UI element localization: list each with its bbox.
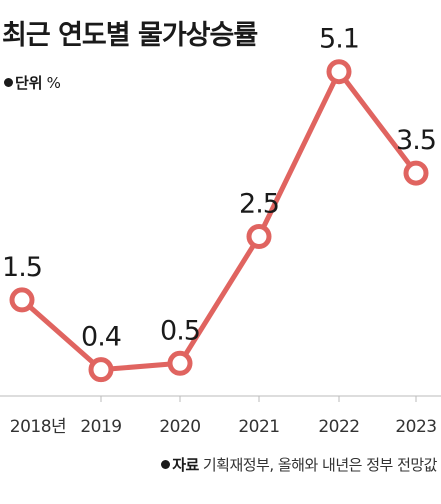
data-point [9, 287, 35, 313]
source-text: 기획재정부, 올해와 내년은 정부 전망값 [202, 456, 438, 474]
x-tick-labels: 2018년 2019 2020 2021 2022 2023 [10, 417, 437, 437]
value-labels: 1.5 0.4 0.5 2.5 5.1 3.5 [2, 24, 437, 353]
data-point [326, 59, 352, 85]
data-label: 5.1 [319, 24, 359, 55]
data-point [246, 224, 272, 250]
data-label: 3.5 [396, 125, 436, 156]
series-line [19, 69, 419, 373]
x-tick-label: 2023 [395, 417, 436, 437]
data-label: 2.5 [239, 189, 279, 220]
data-point [167, 350, 193, 376]
chart-title: 최근 연도별 물가상승률 [2, 20, 258, 51]
x-tick-label: 2018년 [10, 417, 66, 437]
source-note: 자료 기획재정부, 올해와 내년은 정부 전망값 [161, 456, 438, 474]
data-label: 0.4 [81, 322, 121, 353]
x-ticks [100, 396, 417, 402]
x-tick-label: 2021 [238, 417, 279, 437]
bullet-icon [4, 78, 13, 87]
data-label: 1.5 [2, 252, 42, 283]
unit-symbol: % [46, 74, 61, 92]
x-tick-label: 2019 [80, 417, 121, 437]
x-tick-label: 2020 [159, 417, 200, 437]
data-markers [9, 59, 429, 383]
data-point [403, 160, 429, 186]
source-label: 자료 [172, 456, 199, 474]
data-point [88, 357, 114, 383]
unit-note: 단위% [4, 76, 61, 91]
data-label: 0.5 [160, 315, 200, 346]
x-tick-label: 2022 [318, 417, 359, 437]
bullet-icon [161, 460, 171, 469]
unit-label: 단위 [15, 74, 43, 92]
